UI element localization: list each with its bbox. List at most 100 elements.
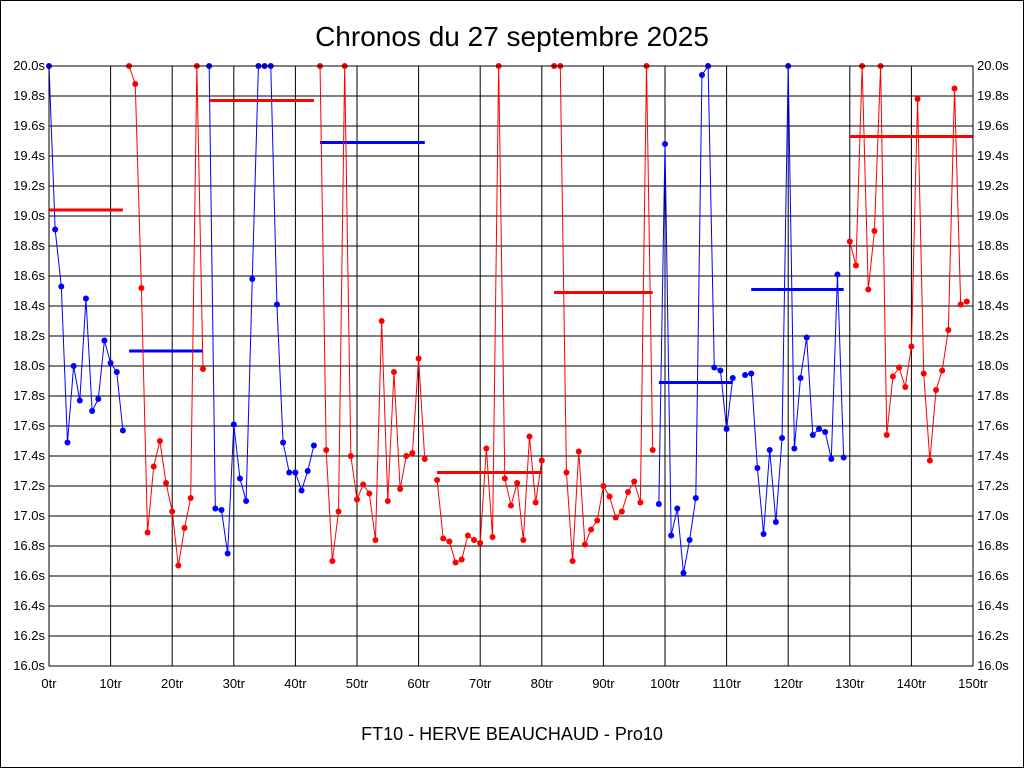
data-point xyxy=(822,429,829,435)
data-point xyxy=(581,541,588,548)
y-tick-label-left: 17.0s xyxy=(13,508,45,523)
y-tick-label-left: 18.0s xyxy=(13,358,45,373)
y-tick-label-left: 17.6s xyxy=(13,418,45,433)
series-8 xyxy=(846,63,973,464)
data-point xyxy=(520,537,527,543)
data-point xyxy=(889,373,896,380)
data-point xyxy=(95,396,102,402)
data-point xyxy=(181,525,188,531)
data-point xyxy=(612,514,619,521)
data-point xyxy=(200,366,206,372)
data-point xyxy=(926,457,933,464)
data-point xyxy=(464,532,471,539)
data-point xyxy=(569,558,576,564)
data-point xyxy=(243,498,250,504)
series-3 xyxy=(209,63,428,564)
data-point xyxy=(828,456,835,462)
data-point xyxy=(575,448,582,455)
data-point xyxy=(119,427,126,434)
data-point xyxy=(329,558,336,564)
y-tick-label-left: 17.4s xyxy=(13,448,45,463)
data-point xyxy=(163,480,170,486)
data-point xyxy=(772,519,779,525)
y-tick-label-right: 19.2s xyxy=(977,178,1009,193)
y-tick-label-left: 16.2s xyxy=(13,628,45,643)
y-tick-label-left: 16.6s xyxy=(13,568,45,583)
y-tick-label-left: 16.4s xyxy=(13,598,45,613)
data-point xyxy=(698,72,705,78)
data-point xyxy=(902,384,909,390)
y-tick-label-left: 19.6s xyxy=(13,118,45,133)
data-point xyxy=(717,367,724,374)
data-point xyxy=(434,477,441,483)
data-point xyxy=(150,463,157,470)
data-point xyxy=(760,531,767,537)
series-5 xyxy=(551,63,656,564)
y-tick-label-right: 16.6s xyxy=(977,568,1009,583)
x-tick-label: 120tr xyxy=(773,676,803,691)
data-point xyxy=(816,426,822,432)
data-point xyxy=(471,537,478,543)
y-tick-label-right: 19.8s xyxy=(977,88,1009,103)
x-tick-label: 70tr xyxy=(469,676,492,691)
data-point xyxy=(273,301,280,308)
y-tick-label-left: 18.2s xyxy=(13,328,45,343)
y-tick-label-right: 19.4s xyxy=(977,148,1009,163)
data-point xyxy=(347,453,354,459)
y-tick-label-right: 19.0s xyxy=(977,208,1009,223)
data-point xyxy=(378,318,385,324)
data-point xyxy=(514,480,521,486)
data-point xyxy=(883,432,890,438)
data-point xyxy=(957,301,964,308)
data-point xyxy=(631,478,638,485)
data-point xyxy=(446,538,453,545)
y-tick-label-right: 18.2s xyxy=(977,328,1009,343)
data-point xyxy=(421,456,428,462)
x-tick-label: 20tr xyxy=(161,676,184,691)
data-point xyxy=(458,556,465,563)
data-point xyxy=(637,499,644,506)
series-1 xyxy=(49,63,206,569)
data-point xyxy=(249,276,256,282)
data-point xyxy=(588,526,595,533)
x-tick-label: 90tr xyxy=(592,676,615,691)
x-tick-label: 60tr xyxy=(407,676,430,691)
plot-border xyxy=(48,65,974,667)
y-tick-label-left: 18.8s xyxy=(13,238,45,253)
data-point xyxy=(625,489,632,495)
y-tick-label-left: 18.6s xyxy=(13,268,45,283)
x-tick-label: 30tr xyxy=(223,676,246,691)
data-point xyxy=(933,387,940,393)
data-point xyxy=(360,481,367,488)
data-point xyxy=(224,550,231,557)
data-point xyxy=(403,453,410,459)
chart-subtitle: FT10 - HERVE BEAUCHAUD - Pro10 xyxy=(361,724,663,744)
data-point xyxy=(82,295,89,302)
data-point xyxy=(963,298,970,305)
y-tick-label-right: 18.8s xyxy=(977,238,1009,253)
data-point xyxy=(748,370,755,377)
x-tick-label: 50tr xyxy=(346,676,369,691)
y-tick-label-left: 20.0s xyxy=(13,58,45,73)
series-layer xyxy=(46,63,973,576)
data-point xyxy=(501,475,508,482)
series-7 xyxy=(742,63,847,537)
data-point xyxy=(840,454,847,461)
data-point xyxy=(563,469,570,476)
y-tick-label-left: 16.8s xyxy=(13,538,45,553)
data-point xyxy=(440,535,447,542)
data-point xyxy=(489,534,496,540)
series-line xyxy=(436,65,543,564)
series-line xyxy=(744,65,845,535)
data-point xyxy=(803,334,810,341)
series-line xyxy=(208,65,315,554)
data-point xyxy=(113,369,120,375)
x-tick-label: 10tr xyxy=(99,676,122,691)
data-point xyxy=(138,285,145,291)
axes: 20.0s 20.0s 19.8s 19.8s 19.6s 19.6s 19.4s 19.4s… xyxy=(13,58,1009,691)
data-point xyxy=(175,562,182,569)
data-point xyxy=(169,508,176,515)
y-tick-label-left: 16.0s xyxy=(13,658,45,673)
data-point xyxy=(914,96,921,102)
